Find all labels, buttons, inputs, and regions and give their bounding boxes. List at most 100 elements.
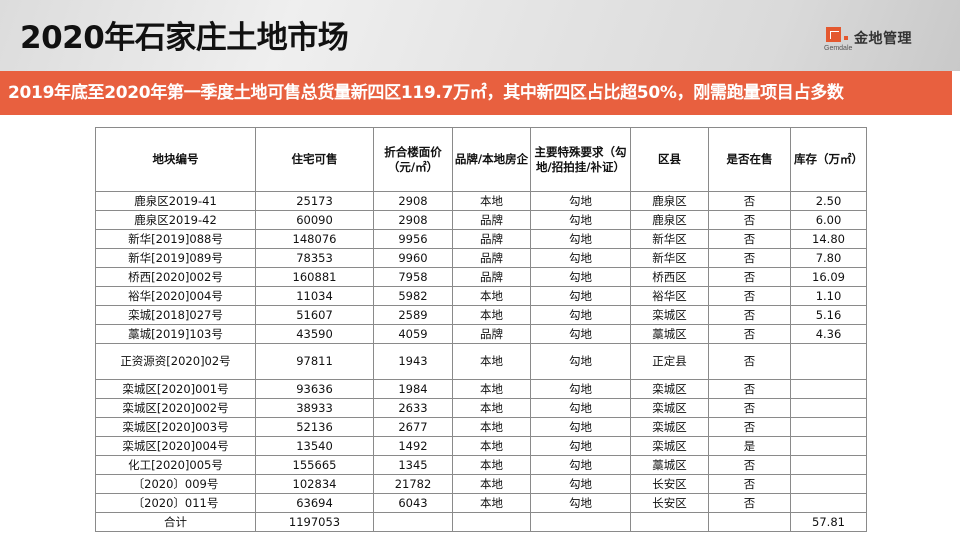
cell-special-requirements: 勾地 [530,324,631,344]
cell-residential-saleable: 155665 [255,455,374,475]
cell-plot-id: 正资源资[2020]02号 [95,343,256,380]
cell-district: 长安区 [630,474,709,494]
cell-special-requirements: 勾地 [530,417,631,437]
cell-special-requirements: 勾地 [530,229,631,249]
col-header-floor-price: 折合楼面价（元/㎡） [373,127,453,192]
cell-developer-type: 品牌 [452,210,531,230]
cell-residential-saleable: 43590 [255,324,374,344]
cell-inventory: 6.00 [790,210,867,230]
cell-special-requirements: 勾地 [530,210,631,230]
cell-residential-saleable: 1197053 [255,512,374,532]
col-header-inventory: 库存（万㎡） [790,127,867,192]
cell-residential-saleable: 102834 [255,474,374,494]
cell-special-requirements: 勾地 [530,455,631,475]
cell-district: 栾城区 [630,305,709,325]
cell-plot-id: 鹿泉区2019-42 [95,210,256,230]
cell-plot-id: 藁城[2019]103号 [95,324,256,344]
cell-district: 裕华区 [630,286,709,306]
company-logo: Gemdale 金地管理 [824,27,926,57]
cell-floor-price: 2908 [373,191,453,211]
cell-floor-price: 2633 [373,398,453,418]
land-market-table: 地块编号 住宅可售 折合楼面价（元/㎡） 品牌/本地房企 主要特殊要求（勾地/招… [95,127,867,532]
table-body: 鹿泉区2019-41 25173 2908 本地 勾地 鹿泉区否 2.50 鹿泉区2019-4… [95,191,867,532]
table-row: 栾城区[2020]004号 13540 1492 本地 勾地 栾城区是 [95,436,867,456]
col-header-special-requirements: 主要特殊要求（勾地/招拍挂/补证） [530,127,631,192]
cell-inventory [790,455,867,475]
cell-district: 藁城区 [630,455,709,475]
cell-on-sale: 否 [708,493,791,513]
cell-developer-type: 本地 [452,436,531,456]
cell-floor-price: 9956 [373,229,453,249]
cell-on-sale: 否 [708,417,791,437]
cell-on-sale: 否 [708,474,791,494]
cell-on-sale: 否 [708,229,791,249]
cell-floor-price: 1345 [373,455,453,475]
cell-developer-type: 本地 [452,493,531,513]
cell-on-sale: 是 [708,436,791,456]
cell-floor-price: 1943 [373,343,453,380]
cell-residential-saleable: 63694 [255,493,374,513]
cell-district: 长安区 [630,493,709,513]
cell-floor-price: 6043 [373,493,453,513]
col-header-district: 区县 [630,127,709,192]
cell-inventory: 7.80 [790,248,867,268]
cell-district: 正定县 [630,343,709,380]
cell-plot-id: 〔2020〕011号 [95,493,256,513]
cell-developer-type [452,512,531,532]
col-header-residential-saleable: 住宅可售 [255,127,374,192]
cell-plot-id: 化工[2020]005号 [95,455,256,475]
cell-inventory [790,379,867,399]
gemdale-logo-icon [826,27,841,42]
cell-inventory: 2.50 [790,191,867,211]
cell-residential-saleable: 60090 [255,210,374,230]
cell-developer-type: 品牌 [452,248,531,268]
cell-district: 栾城区 [630,398,709,418]
table-row: 裕华[2020]004号 11034 5982 本地 勾地 裕华区否 1.10 [95,286,867,306]
cell-developer-type: 本地 [452,474,531,494]
table-row: 栾城区[2020]001号 93636 1984 本地 勾地 栾城区否 [95,379,867,399]
cell-residential-saleable: 148076 [255,229,374,249]
table-header-row: 地块编号 住宅可售 折合楼面价（元/㎡） 品牌/本地房企 主要特殊要求（勾地/招… [95,127,867,192]
cell-on-sale: 否 [708,286,791,306]
cell-developer-type: 品牌 [452,324,531,344]
logo-english-text: Gemdale [824,45,853,52]
cell-plot-id: 栾城区[2020]004号 [95,436,256,456]
cell-developer-type: 本地 [452,343,531,380]
cell-special-requirements: 勾地 [530,267,631,287]
cell-developer-type: 本地 [452,191,531,211]
cell-plot-id: 新华[2019]089号 [95,248,256,268]
cell-developer-type: 本地 [452,455,531,475]
table-row: 新华[2019]088号 148076 9956 品牌 勾地 新华区否 14.80 [95,229,867,249]
cell-developer-type: 本地 [452,379,531,399]
cell-district [630,512,709,532]
cell-plot-id: 鹿泉区2019-41 [95,191,256,211]
cell-residential-saleable: 78353 [255,248,374,268]
cell-plot-id: 栾城区[2020]002号 [95,398,256,418]
cell-inventory [790,474,867,494]
cell-inventory [790,436,867,456]
cell-floor-price: 2589 [373,305,453,325]
cell-inventory [790,398,867,418]
cell-developer-type: 本地 [452,417,531,437]
cell-inventory [790,493,867,513]
table-row: 鹿泉区2019-42 60090 2908 品牌 勾地 鹿泉区否 6.00 [95,210,867,230]
table-row: 栾城区[2020]003号 52136 2677 本地 勾地 栾城区否 [95,417,867,437]
cell-on-sale: 否 [708,191,791,211]
cell-special-requirements: 勾地 [530,474,631,494]
cell-district: 新华区 [630,229,709,249]
cell-floor-price: 2908 [373,210,453,230]
cell-district: 栾城区 [630,436,709,456]
cell-inventory: 4.36 [790,324,867,344]
table-row: 正资源资[2020]02号 97811 1943 本地 勾地 正定县否 [95,343,867,380]
cell-plot-id: 栾城区[2020]003号 [95,417,256,437]
cell-district: 鹿泉区 [630,191,709,211]
table-row: 栾城[2018]027号 51607 2589 本地 勾地 栾城区否 5.16 [95,305,867,325]
cell-on-sale [708,512,791,532]
cell-developer-type: 品牌 [452,267,531,287]
cell-district: 栾城区 [630,417,709,437]
cell-developer-type: 品牌 [452,229,531,249]
page-title: 2020年石家庄土地市场 [20,20,349,56]
cell-on-sale: 否 [708,267,791,287]
table-row: 桥西[2020]002号 160881 7958 品牌 勾地 桥西区否 16.09 [95,267,867,287]
cell-special-requirements: 勾地 [530,286,631,306]
